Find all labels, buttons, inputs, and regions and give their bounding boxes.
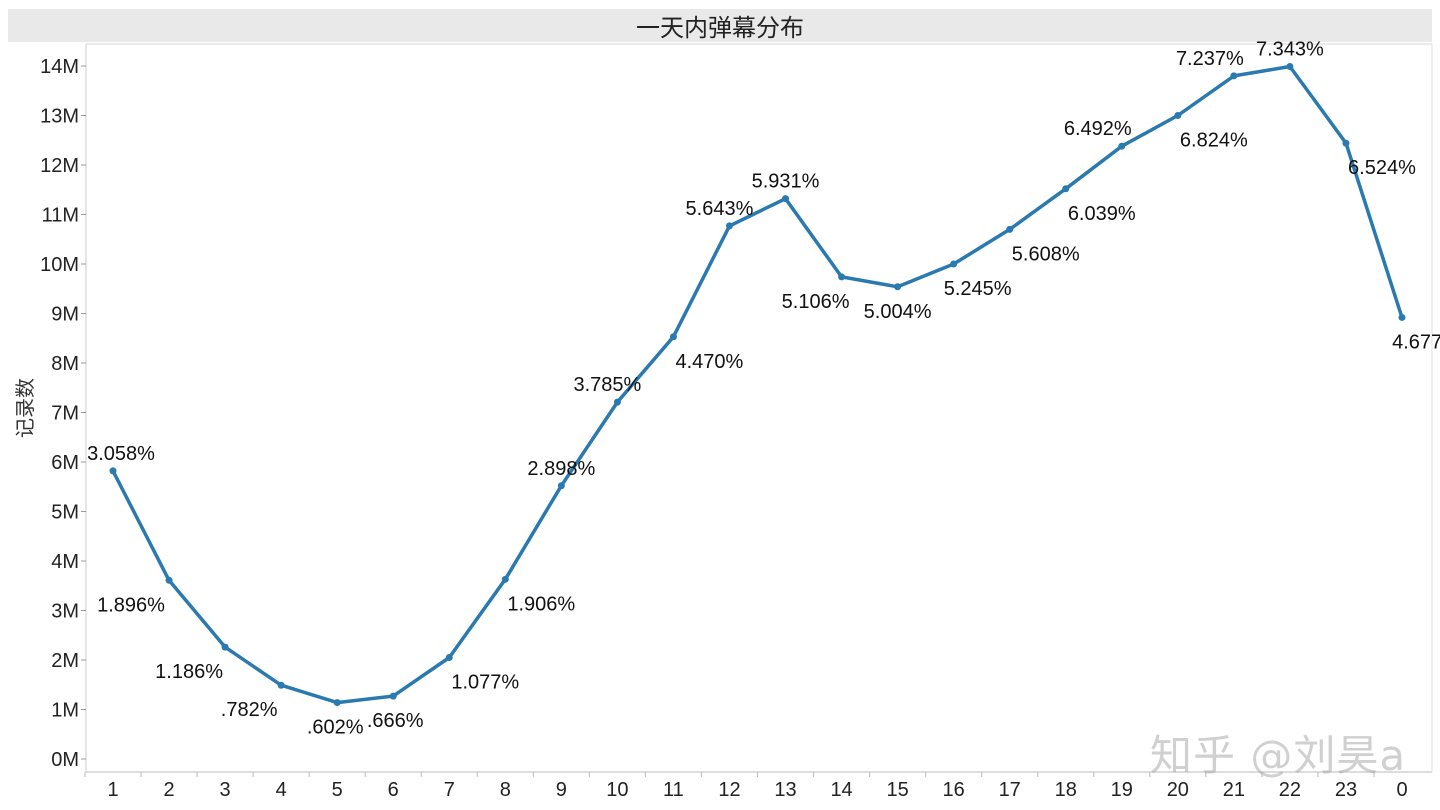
y-tick-label: 6M [51,452,79,474]
x-tick-label: 2 [163,779,174,801]
x-tick-label: 0 [1396,779,1407,801]
x-tick-label: 16 [943,779,965,801]
data-label: 7.237% [1176,48,1244,70]
x-tick-label: 10 [606,779,628,801]
y-tick-label: 5M [51,502,79,524]
data-point [557,482,565,490]
series [109,62,1406,707]
data-point [445,654,453,662]
data-point [782,195,790,203]
data-label: 5.004% [864,301,932,323]
x-tick-label: 8 [500,779,511,801]
data-point [165,576,173,584]
plot-frame [85,43,1433,773]
data-labels: 3.058% 1.896% 1.186% .782% .602% .666% 1.077% 1… [87,38,1440,738]
data-point [501,575,509,583]
x-tick-label: 15 [886,779,908,801]
y-tick-label: 2M [51,650,79,672]
x-tick-label: 22 [1279,779,1301,801]
data-point [109,467,117,475]
data-point [1342,139,1350,147]
data-point [1286,62,1294,70]
x-tick-label: 3 [220,779,231,801]
data-label: .602% [307,717,364,739]
x-tick-label: 12 [718,779,740,801]
y-tick-label: 12M [40,155,79,177]
data-label: 6.039% [1068,203,1136,225]
x-tick-label: 21 [1223,779,1245,801]
data-point [669,333,677,341]
data-label: 5.106% [782,291,850,313]
data-point [1398,313,1406,321]
y-tick-label: 8M [51,353,79,375]
x-tick-label: 19 [1111,779,1133,801]
data-point [613,398,621,406]
x-tick-label: 17 [999,779,1021,801]
x-tick-label: 9 [556,779,567,801]
series-line [111,64,1404,705]
x-tick-label: 20 [1167,779,1189,801]
watermark: 知乎 @刘昊a [1150,731,1407,780]
data-label: 4.470% [676,351,744,373]
data-point [1118,142,1126,150]
x-tick-label: 4 [276,779,287,801]
data-point [725,222,733,230]
data-point [1174,112,1182,119]
data-label: 4.677% [1392,331,1440,353]
y-tick-label: 9M [51,304,79,326]
y-tick-label: 14M [40,56,79,78]
x-tick-label: 7 [444,779,455,801]
x-tick-label: 11 [663,779,684,801]
data-label: 2.898% [527,458,595,480]
data-point [838,273,846,281]
data-label: 5.643% [686,198,754,220]
x-tick-label: 6 [388,779,399,801]
data-point [333,699,341,707]
y-tick-label: 0M [51,749,79,771]
data-point [894,283,902,291]
y-axis-label: 记录数 [13,378,37,438]
data-label: 7.343% [1256,38,1324,60]
data-label: 3.058% [87,443,155,465]
y-tick-label: 11M [42,205,79,227]
x-axis: 1 2 3 4 5 6 7 8 9 10 11 12 13 14 15 16 17 18 19 20 21 22 23 0 [84,772,1408,801]
x-tick-label: 18 [1055,779,1077,801]
data-point [389,692,397,700]
x-tick-label: 14 [830,779,852,801]
data-label: 1.077% [451,672,519,694]
data-point [1230,72,1238,80]
data-label: 6.492% [1064,118,1132,140]
chart-title: 一天内弹幕分布 [636,14,804,42]
y-axis: 0M 1M 2M 3M 4M 5M 6M 7M 8M 9M 10M 11M 12M 13M 14M [40,56,86,771]
data-label: 5.931% [752,171,820,193]
y-tick-label: 4M [51,551,79,573]
data-label: 3.785% [573,374,641,396]
y-tick-label: 13M [40,106,79,128]
data-point [1006,225,1014,233]
x-tick-label: 1 [107,779,118,801]
data-label: .666% [367,710,424,732]
chart-title-bar: 一天内弹幕分布 [8,9,1432,42]
data-label: 6.524% [1348,157,1416,179]
data-point [277,681,285,689]
y-tick-label: 3M [51,601,79,623]
data-point [1062,185,1070,193]
data-label: 1.896% [97,594,165,616]
data-point [221,643,229,651]
data-label: 6.824% [1180,130,1248,152]
data-label: 5.608% [1012,243,1080,265]
data-point [950,260,958,268]
y-tick-label: 1M [51,700,79,722]
y-tick-label: 7M [51,403,79,425]
data-label: 5.245% [944,278,1012,300]
data-label: .782% [221,699,278,721]
x-tick-label: 5 [332,779,343,801]
x-tick-label: 23 [1335,779,1357,801]
y-tick-label: 10M [40,254,79,276]
data-label: 1.186% [155,661,223,683]
data-label: 1.906% [507,593,575,615]
x-tick-label: 13 [774,779,796,801]
